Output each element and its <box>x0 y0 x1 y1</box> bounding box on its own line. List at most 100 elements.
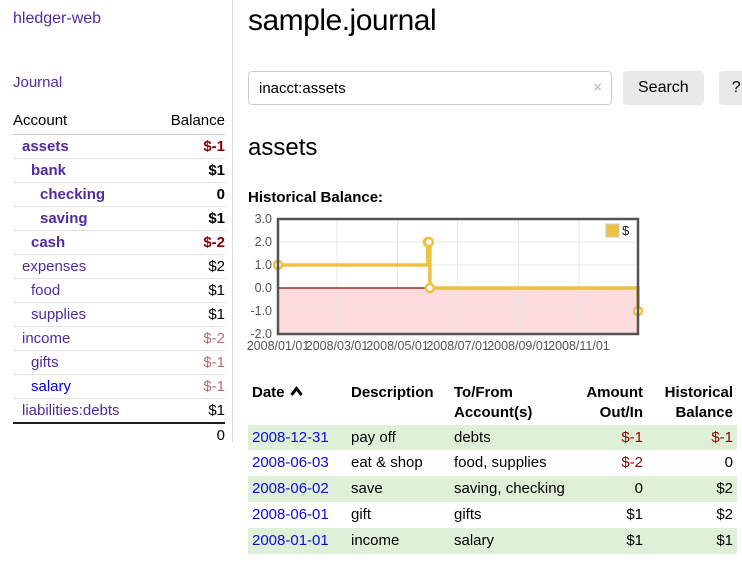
account-balance: $1 <box>153 278 225 303</box>
register-column-label: Amount Out/In <box>586 384 643 421</box>
svg-text:-1.0: -1.0 <box>250 304 272 318</box>
account-balance: $-1 <box>153 374 225 399</box>
sidebar: hledger-web Journal Account Balance asse… <box>0 0 233 554</box>
register-row: 2008-01-01 income salary $1 $1 <box>248 527 737 554</box>
account-balance: $1 <box>153 206 225 231</box>
svg-text:2008/07/01: 2008/07/01 <box>426 339 489 353</box>
account-row: expenses $2 <box>13 254 225 279</box>
register-column-label: Historical Balance <box>664 384 733 421</box>
app-title: hledger-web <box>13 10 225 28</box>
transaction-balance: $-1 <box>711 428 733 446</box>
transaction-description: gift <box>351 505 372 523</box>
account-link[interactable]: checking <box>40 186 106 203</box>
svg-text:-2.0: -2.0 <box>250 327 272 341</box>
balance-total-row: 0 <box>13 422 225 447</box>
account-link[interactable]: supplies <box>31 306 87 323</box>
transaction-amount: 0 <box>634 480 643 498</box>
account-balance: $1 <box>153 398 225 424</box>
account-link[interactable]: food <box>31 282 61 299</box>
account-row: gifts $-1 <box>13 350 225 375</box>
svg-text:3.0: 3.0 <box>255 212 272 226</box>
app-window: hledger-web Journal Account Balance asse… <box>0 0 742 554</box>
account-balance: $-2 <box>153 230 225 255</box>
transaction-date-link[interactable]: 2008-01-01 <box>252 531 329 549</box>
transaction-date-link[interactable]: 2008-06-03 <box>252 454 329 472</box>
account-balance: 0 <box>153 182 225 207</box>
page-title: sample.journal <box>248 4 437 37</box>
register-row: 2008-06-03 eat & shop food, supplies $-2 0 <box>248 450 737 476</box>
help-button[interactable]: ? <box>718 71 742 105</box>
sort-ascending-icon <box>289 386 303 396</box>
app-title-link[interactable]: hledger-web <box>13 10 102 27</box>
balance-chart-svg: $3.0 2.0 1.0 0.0 -1.0 -2.02008/01/012008/03/0… <box>247 212 644 353</box>
search-button[interactable]: Search <box>623 71 704 105</box>
transaction-amount: $-2 <box>621 454 643 472</box>
register-row: 2008-06-01 gift gifts $1 $2 <box>248 502 737 528</box>
register-column-label: Date <box>252 384 285 401</box>
account-link[interactable]: expenses <box>22 258 87 275</box>
clear-search-icon[interactable]: × <box>593 79 602 96</box>
transaction-accounts: food, supplies <box>454 454 547 472</box>
search-input[interactable] <box>248 71 612 105</box>
register-column-header: To/From Account(s) <box>450 381 572 425</box>
account-link[interactable]: income <box>22 330 71 347</box>
chart-label: Historical Balance: <box>248 189 384 206</box>
transaction-balance: $2 <box>716 480 733 498</box>
balance-total: 0 <box>153 422 225 447</box>
transaction-description: income <box>351 531 400 549</box>
register-column-header: Description <box>347 381 450 425</box>
account-row: salary $-1 <box>13 374 225 399</box>
account-balance: $-1 <box>153 134 225 159</box>
register-row: 2008-12-31 pay off debts $-1 $-1 <box>248 424 737 451</box>
account-link[interactable]: saving <box>40 210 88 227</box>
account-balance: $1 <box>153 302 225 327</box>
account-row: checking 0 <box>13 182 225 207</box>
transaction-balance: 0 <box>724 454 733 472</box>
transaction-amount: $1 <box>626 531 643 549</box>
transaction-balance: $1 <box>716 531 733 549</box>
transaction-date-link[interactable]: 2008-06-02 <box>252 480 329 498</box>
register-column-header: Amount Out/In <box>572 381 647 425</box>
transaction-description: eat & shop <box>351 454 423 472</box>
account-link[interactable]: bank <box>31 162 67 179</box>
account-balance: $-2 <box>153 326 225 351</box>
svg-text:2008/03/01: 2008/03/01 <box>306 339 369 353</box>
account-link[interactable]: liabilities:debts <box>22 402 120 419</box>
account-row: food $1 <box>13 278 225 303</box>
balance-table-header: Account Balance <box>13 109 225 135</box>
transaction-description: save <box>351 480 383 498</box>
register-column-label: To/From Account(s) <box>454 384 533 421</box>
transaction-accounts: gifts <box>454 505 482 523</box>
svg-text:0.0: 0.0 <box>255 281 272 295</box>
transaction-date-link[interactable]: 2008-06-01 <box>252 505 329 523</box>
register-row: 2008-06-02 save saving, checking 0 $2 <box>248 476 737 502</box>
transaction-date-link[interactable]: 2008-12-31 <box>252 428 329 446</box>
historical-balance-chart: $3.0 2.0 1.0 0.0 -1.0 -2.0 2008/01/01 2008/03/0… <box>247 212 742 358</box>
legend-label: $ <box>622 223 630 238</box>
search-input-wrap: × <box>248 71 612 105</box>
account-heading: assets <box>248 134 318 161</box>
account-row: saving $1 <box>13 206 225 231</box>
account-balance-table: Account Balance assets $-1 bank $1 checking 0… <box>13 109 225 447</box>
account-row: assets $-1 <box>13 134 225 159</box>
account-link[interactable]: cash <box>31 234 66 251</box>
account-link[interactable]: assets <box>22 138 69 155</box>
register-table-header: Date Description To/From Account(s) Amount … <box>248 381 737 425</box>
account-row: bank $1 <box>13 158 225 183</box>
transaction-accounts: saving, checking <box>454 480 565 498</box>
transaction-amount: $1 <box>626 505 643 523</box>
register-column-label: Description <box>351 384 434 401</box>
register-column-header: Historical Balance <box>647 381 737 425</box>
account-balance: $1 <box>153 158 225 183</box>
account-link[interactable]: gifts <box>31 354 59 371</box>
svg-text:2.0: 2.0 <box>255 235 272 249</box>
svg-text:2008/05/01: 2008/05/01 <box>366 339 429 353</box>
transaction-balance: $2 <box>716 505 733 523</box>
account-row: cash $-2 <box>13 230 225 255</box>
register-table: Date Description To/From Account(s) Amount … <box>248 381 737 554</box>
account-link[interactable]: salary <box>31 378 72 395</box>
balance-column-header: Balance <box>153 109 225 135</box>
account-row: liabilities:debts $1 <box>13 398 225 424</box>
sidebar-item-journal[interactable]: Journal <box>13 74 63 91</box>
register-column-header[interactable]: Date <box>248 381 347 425</box>
